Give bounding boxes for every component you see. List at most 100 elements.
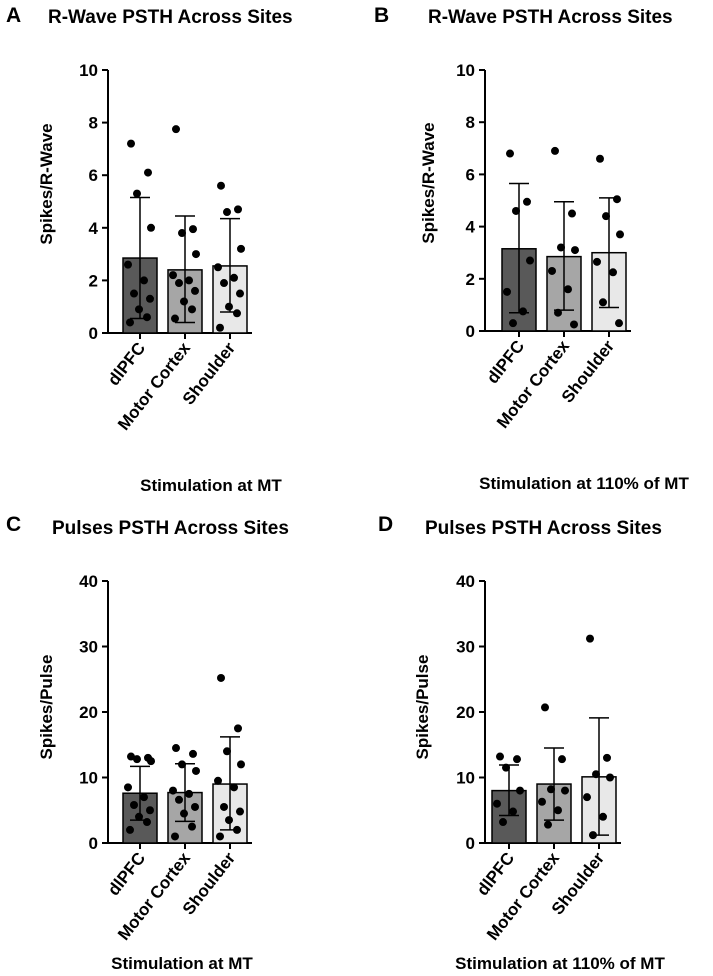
chart-title: R-Wave PSTH Across Sites [48, 7, 293, 28]
data-point [126, 318, 134, 327]
y-tick-label: 10 [79, 769, 98, 788]
data-point [554, 806, 562, 815]
data-point [237, 244, 245, 253]
data-point [192, 766, 200, 775]
data-point [223, 208, 231, 217]
data-point [127, 139, 135, 148]
y-tick-label: 4 [89, 219, 99, 238]
y-tick-label: 0 [466, 322, 475, 341]
data-point [216, 832, 224, 841]
panel-letter: A [6, 4, 22, 27]
data-point [599, 298, 607, 307]
data-point [499, 818, 507, 827]
data-point [493, 799, 501, 808]
data-point [220, 802, 228, 811]
data-point [143, 313, 151, 322]
data-point [171, 832, 179, 841]
data-point [172, 125, 180, 134]
plot-b: 0 2 4 6 8 10 Spikes/R-Wave Stimulation at 110% … [419, 61, 689, 493]
data-point [233, 309, 241, 318]
data-point [171, 314, 179, 323]
data-point [133, 189, 141, 198]
y-axis-label: Spikes/R-Wave [419, 122, 438, 243]
chart-title: R-Wave PSTH Across Sites [428, 7, 673, 28]
data-point [175, 795, 183, 804]
data-point [217, 181, 225, 190]
category-label: dlPFC [104, 339, 149, 389]
category-label: dlPFC [483, 337, 528, 387]
data-point [172, 744, 180, 753]
data-point [613, 195, 621, 204]
data-point [147, 757, 155, 766]
chart-title: Pulses PSTH Across Sites [425, 518, 662, 539]
data-point [509, 319, 517, 328]
data-point [220, 279, 228, 288]
data-point [554, 308, 562, 317]
data-point [133, 755, 141, 764]
data-point [180, 297, 188, 306]
data-point [506, 149, 514, 158]
data-point [178, 760, 186, 769]
data-point [217, 673, 225, 682]
y-tick-label: 10 [456, 61, 475, 80]
data-point [596, 154, 604, 163]
chart-title: Pulses PSTH Across Sites [52, 518, 289, 539]
data-point [126, 825, 134, 834]
y-tick-label: 8 [89, 114, 98, 133]
x-axis-label: Stimulation at MT [140, 476, 282, 495]
y-tick-label: 8 [466, 113, 475, 132]
data-point [188, 822, 196, 831]
data-point [146, 806, 154, 815]
data-point [603, 753, 611, 762]
data-point [599, 812, 607, 821]
data-point [135, 812, 143, 821]
data-point [570, 320, 578, 329]
data-point [223, 747, 231, 756]
data-point [180, 809, 188, 818]
data-point [178, 229, 186, 238]
data-point [230, 783, 238, 792]
data-point [130, 289, 138, 298]
data-point [568, 209, 576, 218]
y-tick-label: 4 [466, 218, 476, 237]
y-tick-label: 6 [466, 165, 475, 184]
data-point [602, 212, 610, 221]
data-point [236, 289, 244, 298]
data-point [188, 305, 196, 314]
plot-c: 0 10 20 30 40 Spikes/Pulse Stimulation at MT dl… [37, 572, 253, 973]
data-point [593, 257, 601, 266]
data-point [503, 287, 511, 296]
data-point [548, 266, 556, 275]
data-point [516, 786, 524, 795]
data-point [523, 197, 531, 206]
data-point [169, 271, 177, 280]
data-point [214, 776, 222, 785]
data-point [502, 763, 510, 772]
data-point [513, 755, 521, 764]
data-point [526, 256, 534, 265]
y-tick-label: 0 [89, 834, 98, 853]
data-point [544, 820, 552, 829]
data-point [616, 230, 624, 239]
y-tick-label: 40 [79, 572, 98, 591]
data-point [606, 773, 614, 782]
data-point [230, 273, 238, 282]
data-point [237, 760, 245, 769]
data-point [615, 319, 623, 328]
data-point [558, 755, 566, 764]
data-point [496, 752, 504, 761]
data-point [234, 205, 242, 214]
data-point [561, 786, 569, 795]
y-tick-label: 10 [79, 61, 98, 80]
data-point [143, 818, 151, 827]
data-point [124, 260, 132, 269]
data-point [564, 285, 572, 294]
y-tick-label: 20 [79, 703, 98, 722]
data-point [609, 268, 617, 277]
panel-letter: C [6, 513, 22, 536]
y-tick-label: 30 [456, 638, 475, 657]
data-point [589, 831, 597, 840]
data-point [541, 703, 549, 712]
data-point [135, 305, 143, 314]
